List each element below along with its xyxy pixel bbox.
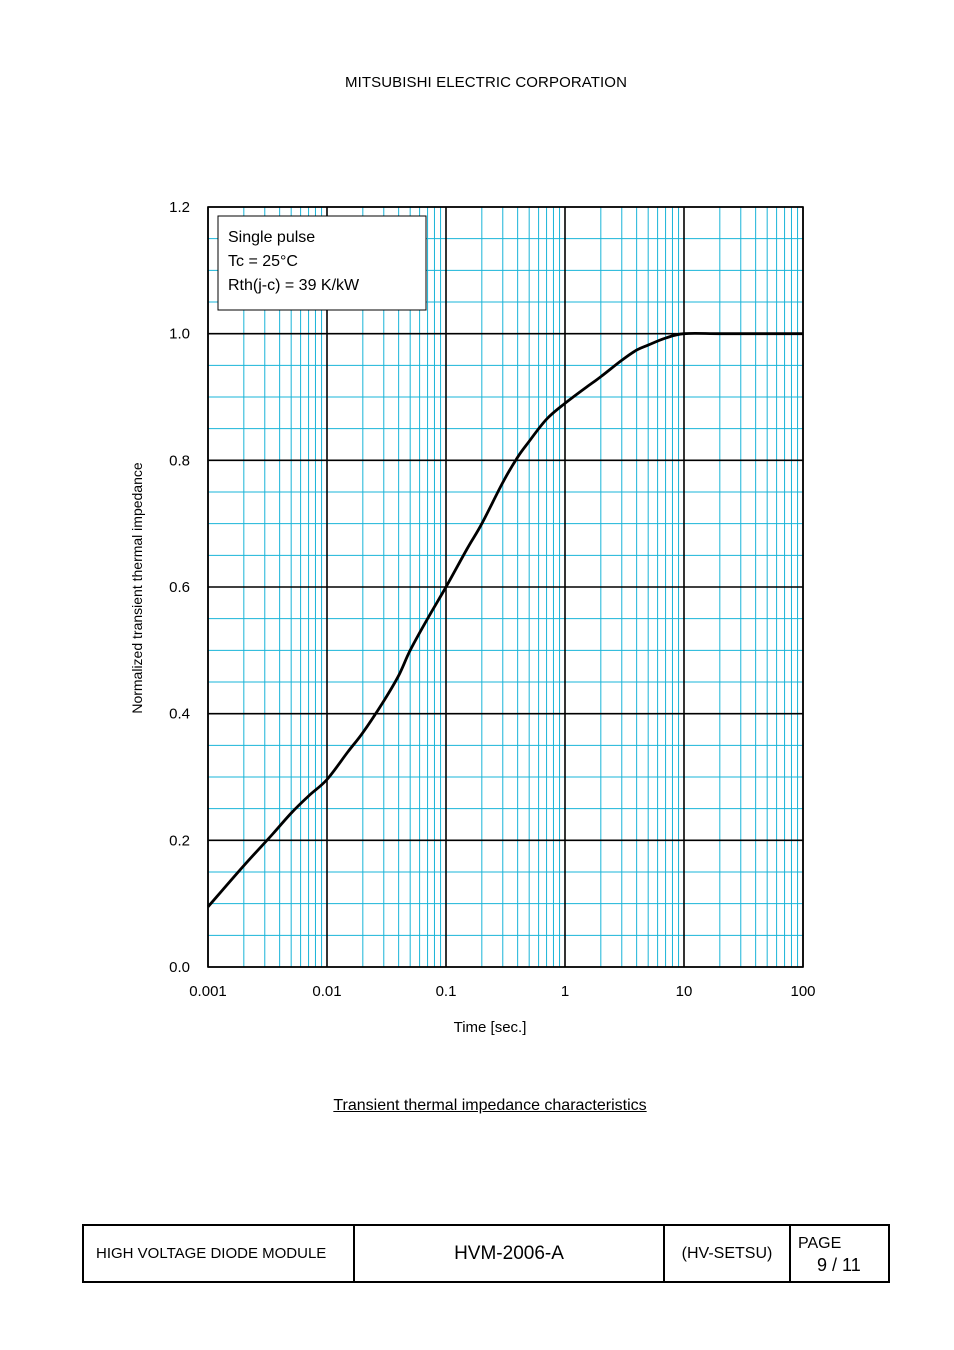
y-axis-label: Normalized transient thermal impedance (129, 462, 145, 714)
x-tick-label: 0.01 (312, 983, 341, 1000)
y-tick-label: 1.0 (169, 326, 190, 343)
x-tick-label: 0.001 (189, 983, 227, 1000)
x-tick-label: 100 (790, 983, 815, 1000)
footer-product: HIGH VOLTAGE DIODE MODULE (84, 1226, 355, 1281)
y-tick-label: 0.6 (169, 579, 190, 596)
chart-caption: Transient thermal impedance characterist… (333, 1097, 647, 1114)
impedance-curve (206, 331, 803, 908)
footer-table: HIGH VOLTAGE DIODE MODULE HVM-2006-A (HV… (82, 1224, 890, 1283)
thermal-impedance-chart: 0.001 0.01 0.1 1 10 1000.00.20.40.60.81.01.2 … (129, 199, 816, 1036)
footer-code: (HV-SETSU) (665, 1226, 791, 1281)
footer-doc-number: HVM-2006-A (355, 1226, 665, 1281)
y-tick-label: 0.8 (169, 452, 190, 469)
annotation-line: Rth(j-c) = 39 K/kW (228, 277, 360, 294)
chart-grid (207, 206, 804, 968)
footer-page-cell: PAGE 9 / 11 (791, 1226, 888, 1281)
chart-frame (207, 206, 804, 968)
annotation-box (217, 215, 427, 311)
annotation-line: Single pulse (228, 229, 315, 246)
y-tick-label: 0.4 (169, 706, 190, 723)
y-tick-label: 1.2 (169, 199, 190, 216)
chart-annotation: Single pulse Tc = 25°C Rth(j-c) = 39 K/kW (217, 215, 427, 311)
x-axis-label: Time [sec.] (454, 1019, 527, 1036)
x-tick-label: 10 (676, 983, 693, 1000)
plot-frame (207, 206, 804, 968)
x-tick-label: 0.1 (436, 983, 457, 1000)
footer-page-number: 9 / 11 (817, 1255, 861, 1275)
footer-page-label: PAGE (798, 1235, 842, 1252)
chart-curve-layer (206, 331, 803, 908)
y-tick-label: 0.2 (169, 832, 190, 849)
y-tick-label: 0.0 (169, 959, 190, 976)
annotation-line: Tc = 25°C (228, 253, 298, 270)
company-header: MITSUBISHI ELECTRIC CORPORATION (344, 74, 627, 91)
x-tick-label: 1 (561, 983, 569, 1000)
chart-tick-labels: 0.001 0.01 0.1 1 10 100 0.0 0.2 0.4 0.6 0.8 1.0 1.2 (169, 199, 815, 1000)
